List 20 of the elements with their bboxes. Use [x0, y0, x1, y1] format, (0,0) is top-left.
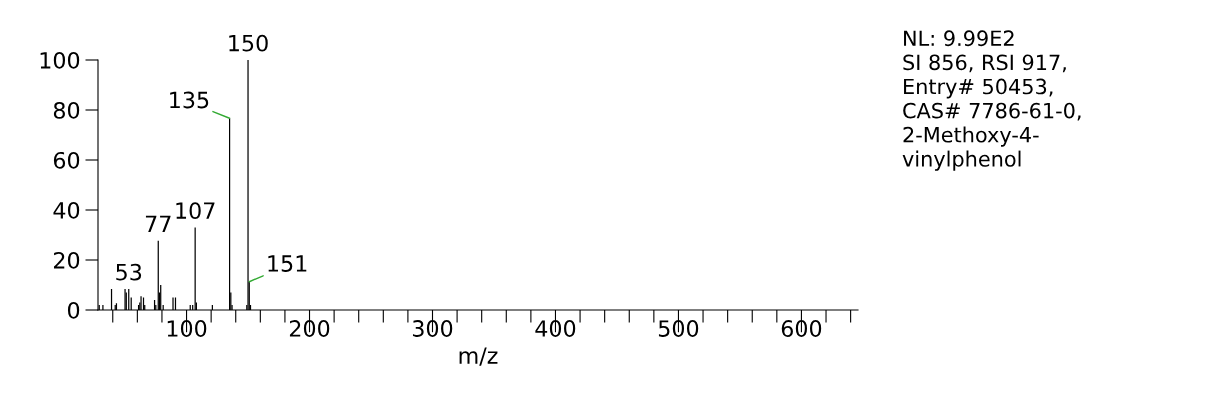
x-tick-label: 200: [289, 320, 330, 337]
x-axis-title: m/z: [459, 347, 498, 366]
annotation: 135: [170, 91, 209, 109]
y-tick-label: 40: [53, 201, 80, 219]
annotation: 150: [229, 34, 268, 52]
y-tick-label: 20: [53, 251, 80, 269]
x-tick-label: 500: [658, 320, 699, 337]
x-tick-label: 100: [167, 320, 207, 337]
annotation: 151: [268, 255, 307, 272]
x-tick-label: 300: [412, 320, 453, 337]
x-tick-label: 600: [781, 320, 822, 337]
y-tick-label: 100: [40, 51, 80, 69]
annotation: 107: [176, 202, 215, 220]
y-tick-label: 80: [53, 101, 80, 119]
x-tick-label: 400: [535, 320, 576, 337]
y-tick-label: 60: [53, 151, 80, 169]
annotation: 77: [145, 215, 171, 232]
text: NL: 9.99E2 SI 856, RSI 917, Entry# 50453, CAS# 7786-61-0, 2-Methoxy-4- vinylphenol: [902, 30, 1081, 171]
annotation: 53: [116, 263, 142, 281]
y-tick-label: 0: [67, 301, 80, 319]
